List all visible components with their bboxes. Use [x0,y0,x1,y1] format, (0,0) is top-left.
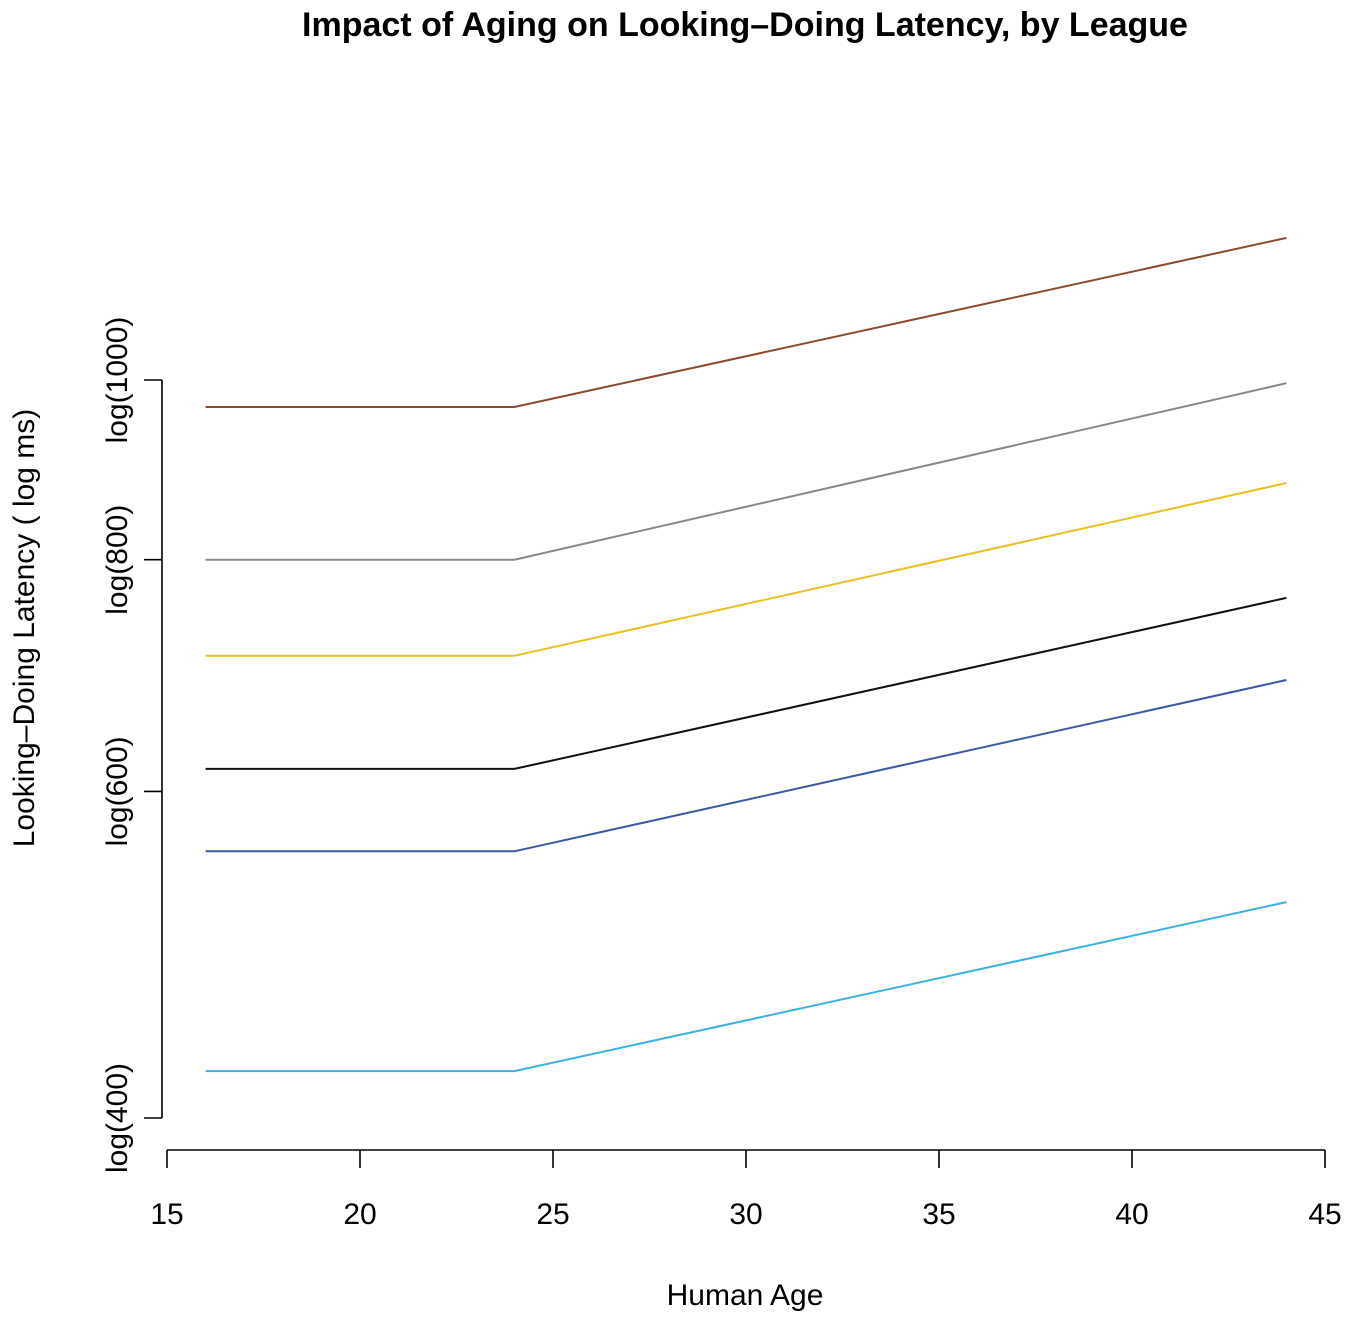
y-tick-label-1000: log(1000) [101,317,134,444]
plot-series [205,236,1287,1073]
series-line-gold [205,482,1287,657]
x-tick-label-20: 20 [343,1198,376,1231]
x-tick-label-25: 25 [536,1198,569,1231]
y-tick-label-800: log(800) [101,505,134,615]
x-tick-label-30: 30 [729,1198,762,1231]
x-axis: 15 20 25 30 35 40 45 [150,1149,1342,1231]
x-tick-label-40: 40 [1115,1198,1148,1231]
x-tick-label-15: 15 [150,1198,183,1231]
series-line-gray [205,382,1287,561]
y-axis: log(400) log(600) log(800) log(1000) [101,317,163,1173]
series-line-brown [205,236,1287,408]
series-line-sky-blue [205,901,1287,1073]
y-tick-label-600: log(600) [101,736,134,846]
series-line-blue [205,679,1287,853]
x-tick-label-45: 45 [1308,1198,1341,1231]
x-tick-label-35: 35 [922,1198,955,1231]
y-tick-label-400: log(400) [101,1063,134,1173]
y-axis-label: Looking–Doing Latency ( log ms) [8,409,41,848]
x-axis-label: Human Age [667,1279,824,1312]
chart-title: Impact of Aging on Looking–Doing Latency… [302,6,1188,44]
series-line-black [205,596,1287,770]
